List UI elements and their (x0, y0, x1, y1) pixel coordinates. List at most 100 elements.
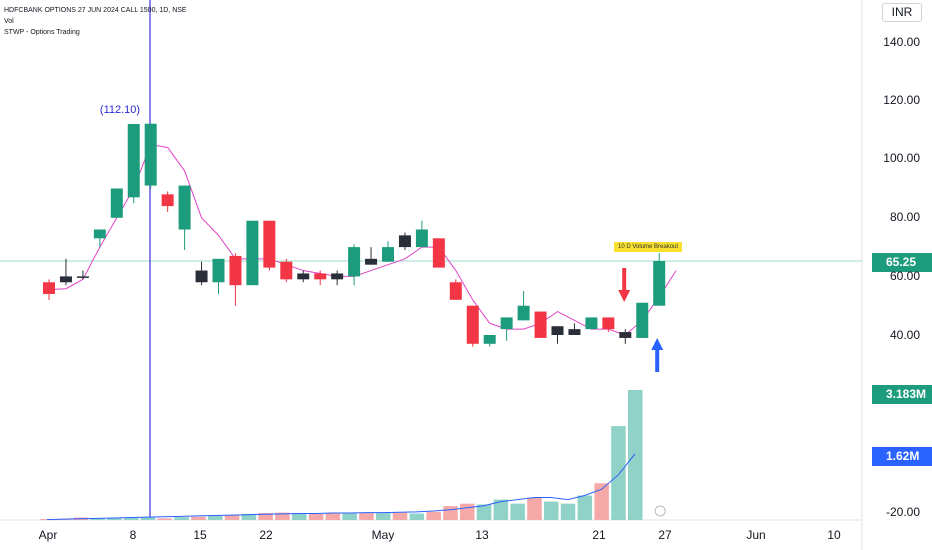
up-arrow-head-icon (651, 338, 664, 350)
volume-bar (460, 503, 475, 520)
x-tick-label: Jun (746, 528, 766, 542)
event-marker-icon (654, 505, 666, 517)
x-tick-label: 22 (259, 528, 273, 542)
volume-bar (510, 503, 525, 520)
y-tick-label: 40.00 (889, 328, 920, 342)
candle-body (246, 220, 259, 286)
volume-bar (443, 506, 458, 520)
volume-bar (376, 513, 391, 520)
volume-bar (476, 504, 492, 520)
candle-body (229, 255, 242, 286)
candle-body (263, 220, 276, 268)
candle-body (636, 302, 649, 338)
volume-bar (241, 513, 257, 520)
x-tick-label: Apr (38, 528, 58, 542)
volume-bar (107, 518, 122, 520)
x-tick-label: 27 (658, 528, 672, 542)
chart-legend: HDFCBANK OPTIONS 27 JUN 2024 CALL 1500, … (4, 5, 187, 38)
candle-body (449, 282, 462, 300)
volume-breakout-callout: 10 D Volume Breakout (614, 242, 683, 252)
candle-body (59, 276, 72, 283)
candle-body (415, 229, 428, 248)
candle-body (331, 273, 344, 280)
candle-body (280, 261, 293, 280)
candle-body (93, 229, 106, 239)
x-tick-label: 21 (592, 528, 606, 542)
candle-body (161, 194, 174, 207)
candle-body (127, 124, 140, 198)
candle-body (619, 332, 632, 338)
volume-bar (224, 515, 240, 520)
volume-bar (527, 497, 542, 520)
candle-body (517, 305, 530, 321)
x-tick-label: May (371, 528, 395, 542)
volume-bar (157, 518, 173, 520)
last-price-tag: 65.25 (872, 253, 932, 272)
volume-bar (611, 426, 626, 520)
candle-body (195, 270, 208, 283)
volume-bar (342, 512, 357, 520)
x-tick-label: 13 (475, 528, 489, 542)
x-tick-label: 10 (827, 528, 841, 542)
candle-body (365, 258, 378, 265)
volume-bar (90, 518, 105, 520)
volume-bar (544, 501, 559, 520)
candle-body (551, 326, 564, 335)
volume-bar (174, 517, 189, 520)
candle-body (348, 247, 361, 277)
candle-body (110, 188, 123, 218)
volume-bar (409, 513, 425, 520)
legend-indicator[interactable]: STWP - Options Trading (4, 29, 80, 36)
x-tick-label: 8 (129, 528, 137, 542)
legend-volume[interactable]: Vol (4, 18, 14, 25)
down-arrow-head-icon (618, 290, 631, 302)
legend-symbol-title[interactable]: HDFCBANK OPTIONS 27 JUN 2024 CALL 1500, … (4, 7, 187, 14)
volume-bar (493, 499, 509, 520)
volume-bar (628, 390, 643, 520)
y-tick-label: 100.00 (883, 151, 920, 165)
volume-bar (392, 512, 408, 520)
candle-body (43, 282, 55, 294)
y-tick-label: 80.00 (889, 210, 920, 224)
candle-body (76, 276, 89, 278)
candle-body (568, 329, 581, 335)
volume-bar (258, 513, 273, 520)
volume-bar (325, 513, 341, 520)
candle-body (382, 247, 394, 262)
volume-bar (308, 513, 324, 520)
volume-bar (275, 512, 290, 520)
high-price-label: (112.10) (99, 104, 141, 116)
candle-body (500, 317, 513, 330)
candle-body (144, 123, 157, 186)
volume-tag: 3.183M (872, 385, 932, 404)
x-tick-label: 15 (193, 528, 207, 542)
volume-ma-line (46, 453, 636, 521)
candle-body (653, 261, 666, 306)
volume-bar (292, 513, 307, 520)
candle-body (212, 258, 225, 283)
volume-bar (560, 503, 576, 520)
candle-body (398, 235, 411, 248)
candle-body (178, 185, 191, 230)
candle-body (297, 273, 310, 280)
candle-body (602, 317, 615, 330)
candle-body (483, 335, 496, 344)
price-ma-line (48, 143, 677, 336)
candle-body (432, 238, 445, 268)
volume-bar (577, 495, 593, 520)
volume-bar (208, 515, 223, 520)
volume-bar (426, 511, 441, 520)
y-tick-label: 140.00 (883, 35, 920, 49)
candle-body (585, 317, 598, 330)
volume-ma-tag: 1.62M (872, 447, 932, 466)
y-tick-label: -20.00 (885, 505, 920, 519)
y-tick-label: 60.00 (889, 269, 920, 283)
currency-selector[interactable]: INR (882, 3, 922, 22)
volume-bar (359, 513, 374, 520)
candle-body (314, 273, 327, 280)
candle-body (534, 311, 547, 338)
volume-bar (594, 483, 609, 520)
y-tick-label: 120.00 (883, 93, 920, 107)
volume-bar (124, 517, 139, 520)
